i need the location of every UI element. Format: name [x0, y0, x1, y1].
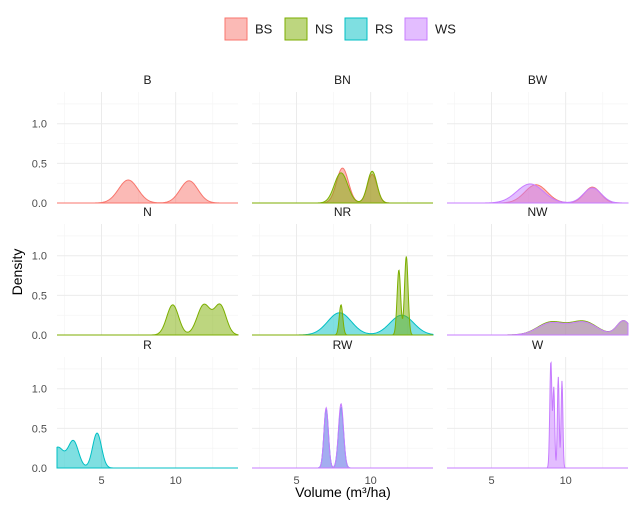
y-tick-label: 0.5 [32, 290, 47, 302]
density-area-bn-ns [252, 170, 433, 204]
facet-title-bw: BW [528, 73, 548, 87]
facet-bn: BN [252, 73, 433, 204]
facet-rw: RW 5 10 [252, 338, 433, 487]
facet-title-nw: NW [528, 205, 549, 219]
y-tick-label: 0.5 [32, 158, 47, 170]
legend-label-rs: RS [375, 22, 393, 37]
legend-label-ws: WS [435, 22, 456, 37]
density-area-bw-ws [447, 183, 629, 204]
density-area-b-bs [57, 179, 238, 204]
x-tick-label: 10 [170, 475, 182, 487]
density-area-nr-ns [252, 256, 433, 336]
x-tick-label: 5 [293, 475, 299, 487]
density-area-rw-ws [252, 402, 433, 469]
x-tick-label: 10 [365, 475, 377, 487]
legend-key-ns [284, 17, 308, 41]
x-tick-label: 5 [98, 475, 104, 487]
facet-title-nr: NR [334, 205, 352, 219]
density-area-n-ns [57, 303, 239, 336]
facet-title-rw: RW [333, 338, 353, 352]
facet-nr: NR [252, 205, 434, 336]
legend-label-ns: NS [315, 22, 333, 37]
x-tick-label: 5 [488, 475, 494, 487]
facet-title-w: W [532, 338, 544, 352]
facet-title-b: B [143, 73, 151, 87]
legend-key-bs [224, 17, 248, 41]
legend: BS NS RS WS [224, 17, 456, 41]
legend-key-ws [404, 17, 428, 41]
y-tick-label: 0.0 [32, 463, 47, 475]
legend-label-bs: BS [255, 22, 273, 37]
y-axis-title: Density [9, 249, 25, 296]
facet-bw: BW [447, 73, 629, 204]
facet-title-n: N [143, 205, 152, 219]
facet-title-bn: BN [334, 73, 351, 87]
y-tick-label: 1.0 [32, 384, 47, 396]
y-tick-label: 0.0 [32, 198, 47, 210]
facet-w: W 5 10 [447, 338, 628, 487]
y-tick-label: 0.0 [32, 330, 47, 342]
x-tick-label: 10 [560, 475, 572, 487]
facet-title-r: R [143, 338, 152, 352]
density-area-r-rs [56, 432, 238, 469]
facet-nw: NW [447, 205, 629, 336]
facet-b: B 0.0 0.5 1.0 [32, 73, 238, 210]
y-tick-label: 0.5 [32, 423, 47, 435]
x-axis-title: Volume (m³/ha) [295, 484, 391, 500]
y-tick-label: 1.0 [32, 119, 47, 131]
facet-r: R 0.0 0.5 1.0 5 10 [32, 338, 238, 487]
density-area-w-ws [447, 361, 628, 469]
y-tick-label: 1.0 [32, 251, 47, 263]
density-area-nw-ws [447, 320, 629, 336]
facet-n: N 0.0 0.5 1.0 [32, 205, 239, 342]
legend-key-rs [344, 17, 368, 41]
facets: B 0.0 0.5 1.0 BN BW N 0.0 0.5 1.0 NR NW R 0.0 0.5 1.0 5 1… [32, 73, 629, 487]
